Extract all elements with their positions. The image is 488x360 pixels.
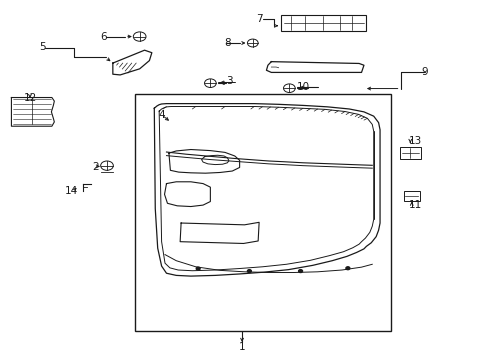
Text: 7: 7 <box>255 14 262 24</box>
Bar <box>399 147 420 159</box>
Circle shape <box>345 267 349 270</box>
Text: 9: 9 <box>421 67 427 77</box>
Text: 13: 13 <box>407 136 421 145</box>
Text: 4: 4 <box>158 111 164 121</box>
Circle shape <box>247 270 251 273</box>
Text: 6: 6 <box>100 32 106 41</box>
Text: 11: 11 <box>407 200 421 210</box>
Bar <box>403 191 419 201</box>
Circle shape <box>298 270 302 273</box>
Text: 14: 14 <box>64 186 78 196</box>
Bar <box>135 94 390 330</box>
Text: 5: 5 <box>39 42 45 52</box>
Text: 3: 3 <box>226 76 233 86</box>
Text: 10: 10 <box>296 82 309 92</box>
Text: 8: 8 <box>224 38 230 48</box>
Circle shape <box>196 267 200 270</box>
Text: 2: 2 <box>92 162 99 172</box>
Bar <box>281 15 366 31</box>
Text: 12: 12 <box>23 93 37 103</box>
Text: 1: 1 <box>238 342 245 352</box>
